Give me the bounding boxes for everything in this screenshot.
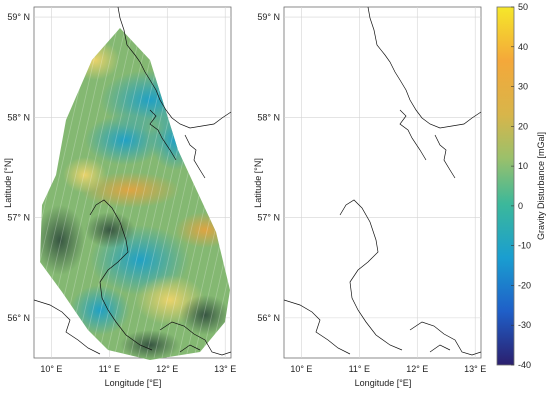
survey-track [65, 28, 147, 359]
colorbar-tick-label: 30 [518, 82, 528, 92]
y-tick-label: 57° N [7, 213, 30, 223]
left-map-panel: 10° E 11° E 12° E 13° E 56° N 57° N 58° N 59° N… [0, 6, 236, 388]
survey-track [73, 28, 155, 359]
y-tick-label: 59° N [7, 12, 30, 22]
x-tick-label: 12° E [156, 364, 178, 374]
colorbar-tick-label: -40 [518, 360, 531, 370]
right-map-panel: 10° E 11° E 12° E 13° E 56° N 57° N 58° N 59° N… [253, 6, 486, 388]
right-x-axis-label: Longitude [°E] [355, 378, 412, 388]
right-gridlines [284, 7, 481, 358]
colorbar-tick-label: 10 [518, 161, 528, 171]
y-tick-label: 56° N [7, 313, 30, 323]
survey-track [193, 28, 230, 359]
x-tick-label: 13° E [464, 364, 486, 374]
colorbar-tick-label: -10 [518, 241, 531, 251]
x-tick-label: 10° E [40, 364, 62, 374]
right-y-axis-label: Latitude [°N] [253, 158, 263, 208]
x-tick-label: 13° E [214, 364, 236, 374]
colorbar-tick-label: 40 [518, 42, 528, 52]
survey-track [40, 28, 107, 359]
right-tick-labels: 10° E 11° E 12° E 13° E 56° N 57° N 58° N 59° N [257, 12, 486, 374]
survey-track [201, 28, 230, 359]
left-coastline [34, 7, 231, 356]
colorbar-tick-label: 0 [518, 201, 523, 211]
left-y-axis-label: Latitude [°N] [3, 158, 13, 208]
colorbar-gradient [496, 6, 515, 366]
survey-track [81, 28, 163, 359]
right-axes-box [283, 6, 482, 359]
y-tick-label: 58° N [257, 112, 280, 122]
colorbar: 50 40 30 20 10 0 -10 -20 -30 -40 Gravity Disturba… [496, 2, 546, 370]
y-tick-label: 57° N [257, 213, 280, 223]
x-tick-label: 10° E [290, 364, 312, 374]
y-tick-label: 56° N [257, 313, 280, 323]
y-tick-label: 58° N [7, 112, 30, 122]
y-tick-label: 59° N [257, 12, 280, 22]
x-tick-label: 11° E [99, 364, 120, 374]
left-x-axis-label: Longitude [°E] [105, 378, 162, 388]
survey-track [0, 7, 2, 358]
left-tick-labels: 10° E 11° E 12° E 13° E 56° N 57° N 58° N 59° N [7, 12, 236, 374]
x-tick-label: 12° E [406, 364, 428, 374]
survey-track [57, 28, 139, 359]
colorbar-tick-label: -20 [518, 280, 531, 290]
colorbar-tick-label: 50 [518, 2, 528, 12]
colorbar-tick-label: 20 [518, 121, 528, 131]
colorbar-tick-label: -30 [518, 320, 531, 330]
right-coastline [284, 7, 481, 356]
survey-track [209, 28, 230, 359]
colorbar-ticks: 50 40 30 20 10 0 -10 -20 -30 -40 [511, 2, 531, 370]
x-tick-label: 11° E [349, 364, 370, 374]
colorbar-label: Gravity Disturbance [mGal] [536, 132, 546, 240]
